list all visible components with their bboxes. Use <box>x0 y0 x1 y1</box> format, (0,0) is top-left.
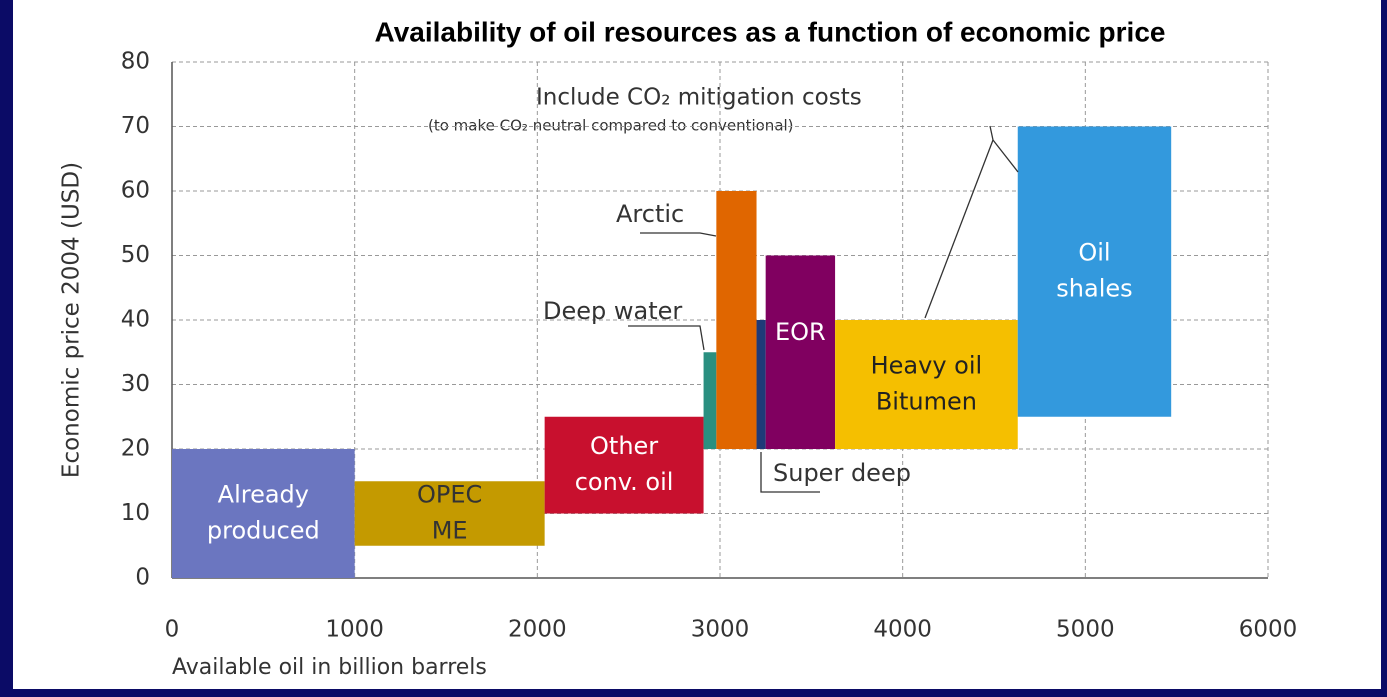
bar-label: Other <box>590 432 658 460</box>
bar <box>703 352 717 449</box>
y-tick-label: 50 <box>121 242 150 268</box>
annotation-leaders <box>628 125 1019 493</box>
chart-title: Availability of oil resources as a funct… <box>375 16 1166 47</box>
leader-line <box>640 232 717 237</box>
x-tick-label: 4000 <box>873 617 932 643</box>
bar-label: OPEC <box>417 481 482 509</box>
x-tick-label: 6000 <box>1239 617 1298 643</box>
y-tick-label: 60 <box>121 178 150 204</box>
y-tick-label: 0 <box>135 565 150 591</box>
bar-label: Already <box>218 481 309 509</box>
y-tick-label: 20 <box>121 436 150 462</box>
annotation: Include CO₂ mitigation costs <box>536 85 862 111</box>
x-tick-label: 1000 <box>325 617 384 643</box>
leader-line <box>760 452 820 493</box>
annotation: (to make CO₂ neutral compared to convent… <box>428 117 794 135</box>
bar <box>1017 126 1172 417</box>
x-tick-label: 0 <box>165 617 180 643</box>
bar <box>354 481 545 546</box>
bar-label: Oil <box>1078 239 1110 267</box>
leader-line <box>628 325 705 351</box>
bar-label: shales <box>1056 275 1132 303</box>
x-tick-label: 5000 <box>1056 617 1115 643</box>
y-tick-label: 80 <box>121 49 150 75</box>
bar <box>765 255 836 449</box>
bar-label: conv. oil <box>575 468 674 496</box>
bar-label: produced <box>207 517 320 545</box>
bar-label: Bitumen <box>876 388 977 416</box>
y-axis-label: Economic price 2004 (USD) <box>59 162 85 478</box>
x-tick-label: 3000 <box>691 617 750 643</box>
y-tick-label: 40 <box>121 307 150 333</box>
y-tick-label: 70 <box>121 113 150 139</box>
bar-label: ME <box>432 517 468 545</box>
x-tick-label: 2000 <box>508 617 567 643</box>
bar-label: Deep water <box>543 297 682 325</box>
bar-label: Arctic <box>616 200 684 228</box>
y-tick-label: 30 <box>121 371 150 397</box>
y-tick-label: 10 <box>121 500 150 526</box>
bar <box>544 416 704 514</box>
bar <box>172 449 355 578</box>
bar <box>716 191 757 449</box>
bar-label: EOR <box>775 318 826 346</box>
bar <box>756 320 766 449</box>
bar <box>835 320 1018 449</box>
leader-line <box>924 139 994 319</box>
x-axis-label: Available oil in billion barrels <box>172 655 487 680</box>
bar-label: Super deep <box>773 459 911 487</box>
bar-label: Heavy oil <box>871 352 983 380</box>
